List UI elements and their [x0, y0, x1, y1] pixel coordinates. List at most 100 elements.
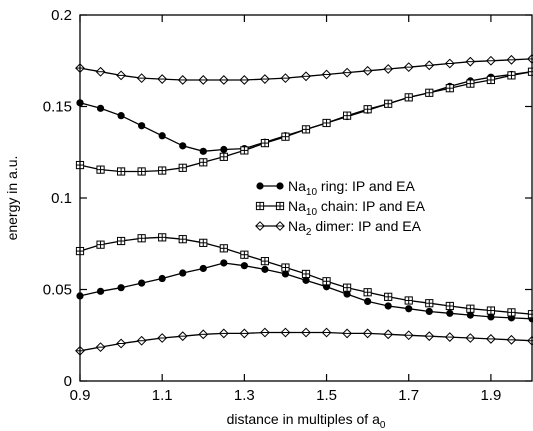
series-ring-ip — [76, 68, 533, 155]
chain-ea-point — [404, 296, 413, 305]
dimer-ea-point — [506, 334, 517, 345]
chain-ip-point — [178, 163, 187, 172]
legend-label: Na10 ring: IP and EA — [288, 178, 415, 198]
dimer-ip-point — [280, 73, 291, 84]
y-tick-label: 0.2 — [51, 7, 72, 24]
legend-swatch-marker — [256, 182, 264, 190]
dimer-ip-point — [506, 54, 517, 65]
chain-ip-point — [466, 79, 475, 88]
chain-ip-point — [384, 99, 393, 108]
dimer-ea-point — [260, 327, 270, 338]
dimer-ip-point — [157, 74, 168, 84]
chain-ip-point — [96, 165, 105, 174]
x-axis-label-main: distance in multiples of a — [227, 411, 381, 427]
dimer-ea-point — [218, 328, 229, 339]
dimer-ea-point — [321, 327, 332, 338]
ring-ea-point — [302, 276, 310, 284]
chain-ip-point — [342, 111, 352, 120]
y-tick-label: 0.05 — [43, 282, 72, 299]
dimer-ea-point — [157, 333, 168, 343]
legend-item-chain: Na10 chain: IP and EA — [255, 198, 426, 218]
chain-ea-point — [425, 299, 434, 308]
ring-ea-point — [364, 297, 372, 305]
chain-ip-point — [116, 167, 126, 176]
chain-ea-point — [301, 269, 311, 279]
chain-ip-point — [260, 139, 270, 148]
legend-swatch-marker — [275, 221, 285, 231]
chain-ip-line — [79, 71, 533, 173]
legend-swatch-marker — [255, 201, 265, 211]
chain-ip-point — [158, 166, 167, 175]
chain-ip-point — [445, 84, 454, 93]
series-ring-ea — [76, 259, 533, 323]
ring-ip-point — [96, 104, 105, 112]
chain-ea-point — [445, 301, 454, 311]
dimer-ip-point — [301, 71, 311, 82]
ring-ea-point — [96, 287, 105, 295]
dimer-ea-point — [342, 328, 352, 339]
dimer-ip-point — [403, 62, 414, 73]
chain-ip-point — [363, 105, 372, 114]
dimer-ip-point — [198, 75, 209, 85]
plot-frame — [79, 14, 533, 382]
series-chain-ea — [75, 233, 533, 319]
chain-ea-point — [322, 277, 331, 286]
chain-ip-point — [281, 132, 290, 141]
dimer-ip-point — [342, 67, 352, 78]
x-axis-label: distance in multiples of a0 — [227, 411, 386, 431]
ring-ip-point — [220, 145, 228, 154]
ring-ea-point — [179, 269, 187, 277]
dimer-ip-point — [486, 55, 496, 66]
chain-ea-point — [199, 238, 208, 247]
chain-ea-point — [384, 292, 393, 301]
dimer-ip-point — [116, 70, 126, 81]
ring-ea-point — [138, 279, 146, 287]
dimer-ea-point — [239, 328, 250, 339]
dimer-ea-point — [486, 334, 496, 344]
series-layer — [75, 54, 533, 356]
dimer-ea-point — [95, 342, 106, 353]
dimer-ea-point — [280, 327, 291, 338]
x-tick-label: 0.9 — [70, 387, 91, 404]
dimer-ea-point — [198, 329, 209, 340]
dimer-ea-point — [116, 338, 126, 349]
dimer-ip-point — [95, 66, 106, 77]
ring-ea-point — [261, 265, 269, 273]
chain-ea-point — [96, 240, 105, 249]
chain-ea-point — [281, 263, 290, 272]
chain-ip-point — [240, 146, 249, 155]
legend-swatch-marker — [255, 221, 265, 231]
dimer-ip-point — [239, 75, 250, 85]
legend-item-dimer: Na2 dimer: IP and EA — [255, 218, 422, 238]
ring-ip-point — [138, 122, 146, 130]
dimer-ea-point — [383, 329, 394, 340]
dimer-ea-point — [444, 332, 455, 342]
chain-ip-point — [219, 152, 228, 161]
dimer-ip-point — [444, 58, 455, 69]
dimer-ea-point — [362, 328, 373, 339]
dimer-ip-point — [136, 73, 147, 84]
y-tick-label: 0 — [64, 373, 72, 390]
chain-ip-point — [199, 158, 208, 167]
chain-ea-point — [466, 304, 475, 313]
legend-label: Na2 dimer: IP and EA — [288, 218, 422, 238]
dimer-ip-point — [260, 74, 270, 84]
chain-ea-point — [178, 235, 187, 244]
chain-ea-point — [486, 306, 496, 315]
ring-ea-point — [487, 313, 495, 321]
dimer-ip-point — [218, 75, 229, 85]
chain-ea-point — [342, 283, 352, 292]
ring-ea-point — [466, 311, 474, 319]
x-axis-label-subscript: 0 — [380, 420, 386, 431]
dimer-ea-point — [177, 331, 188, 342]
dimer-ea-point — [424, 331, 435, 342]
dimer-ip-point — [321, 69, 332, 80]
legend-item-ring: Na10 ring: IP and EA — [256, 178, 415, 198]
chain-ip-point — [322, 118, 331, 128]
series-dimer-ea — [75, 327, 533, 356]
x-tick-label: 1.7 — [398, 387, 419, 404]
y-tick-label: 0.1 — [51, 190, 72, 207]
chain-ip-point — [507, 71, 516, 80]
chain-ea-point — [260, 257, 270, 266]
